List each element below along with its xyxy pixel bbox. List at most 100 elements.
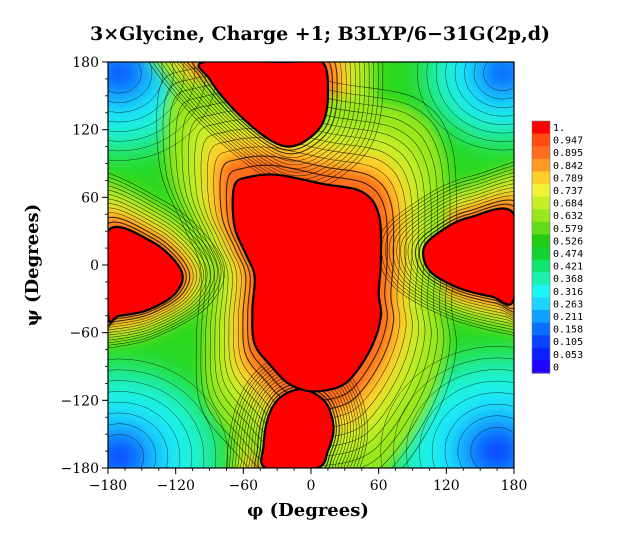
contour-line: [381, 165, 514, 333]
colorbar-label: 0.842: [553, 161, 583, 172]
contour-line: [108, 358, 229, 468]
colorbar-swatch: [532, 310, 550, 324]
colorbar-swatch: [532, 335, 550, 349]
x-tick-label: −120: [156, 478, 194, 494]
contour-line: [396, 179, 514, 324]
contour-line: [385, 168, 514, 331]
contour-line: [108, 62, 163, 113]
colorbar-swatch: [532, 347, 550, 361]
contour-line: [426, 62, 514, 142]
high-energy-region: [421, 207, 514, 306]
contour-line: [483, 62, 514, 91]
contour-line: [407, 191, 514, 318]
contour-line: [393, 357, 514, 468]
contour-line: [207, 137, 407, 429]
y-tick-label: −120: [61, 393, 99, 409]
x-axis: −180 −120 −60 0 60 120 180: [89, 468, 528, 494]
contour-line: [108, 189, 211, 338]
colorbar-label: 0.789: [553, 173, 583, 184]
colorbar-label: 0.474: [553, 249, 583, 260]
contour-line: [400, 183, 514, 322]
contour-line: [156, 63, 457, 468]
y-axis: 180 120 60 0 −60 −120 −180: [61, 55, 108, 477]
contour-line: [108, 185, 215, 341]
contour-line: [225, 164, 388, 402]
high-energy-region: [231, 173, 383, 393]
colorbar-label: 0.105: [553, 337, 583, 348]
chart-title: 3×Glycine, Charge +1; B3LYP/6−31G(2p,d): [90, 23, 550, 45]
contour-line: [108, 369, 217, 468]
high-energy-region: [108, 225, 184, 324]
contour-line: [377, 161, 514, 336]
colorbar-swatch: [532, 171, 550, 185]
contour-line: [392, 176, 514, 326]
colorbar-label: 0.632: [553, 211, 583, 222]
contour-line: [431, 392, 514, 468]
contour-line: [108, 207, 198, 329]
contour-line: [108, 391, 193, 468]
contour-line: [108, 203, 201, 331]
y-tick-label: 60: [81, 190, 99, 206]
contour-line: [160, 62, 370, 180]
contour-line: [108, 62, 153, 103]
contour-line: [457, 415, 514, 468]
x-tick-label: 0: [307, 478, 316, 494]
colorbar-label: 0.947: [553, 136, 583, 147]
colorbar-swatch: [532, 221, 550, 235]
contour-line: [219, 155, 395, 411]
contour-line: [108, 380, 205, 468]
contour-line: [169, 62, 361, 173]
contour-line: [473, 62, 514, 100]
contour-line: [179, 62, 347, 162]
contour-line: [108, 434, 145, 468]
colorbar-label: 0.368: [553, 274, 583, 285]
colorbar-swatch: [532, 121, 550, 135]
colorbar-label: 0.579: [553, 224, 583, 235]
contour-line: [213, 146, 401, 420]
contour-line: [181, 100, 432, 466]
contour-line: [108, 412, 169, 468]
colorbar-frame: [531, 120, 551, 374]
contour-line: [411, 195, 514, 316]
contour-line: [162, 73, 451, 468]
colorbar-label: 0.211: [553, 312, 583, 323]
x-axis-label: φ (Degrees): [247, 500, 369, 521]
contour-line: [152, 62, 379, 188]
y-tick-label: −180: [61, 461, 99, 477]
contour-line: [172, 62, 356, 169]
contour-line: [169, 82, 445, 468]
high-energy-region: [197, 62, 330, 148]
x-tick-label: 120: [433, 478, 460, 494]
colorbar-label: 0: [553, 362, 559, 373]
high-energy-region: [260, 387, 335, 468]
contour-line: [176, 62, 352, 166]
contour-line: [380, 346, 514, 468]
colorbar-label: 0.895: [553, 148, 583, 159]
colorbar-swatch: [532, 360, 550, 374]
x-tick-label: 180: [501, 478, 528, 494]
contour-line: [418, 203, 514, 310]
contour-line: [108, 221, 187, 327]
colorbar-label: 0.684: [553, 199, 583, 210]
contour-line: [108, 62, 142, 94]
y-tick-label: 120: [72, 123, 99, 139]
x-tick-label: −180: [89, 478, 127, 494]
contour-line: [464, 62, 514, 108]
colorbar-label: 0.421: [553, 262, 583, 273]
contour-line: [470, 427, 514, 468]
colorbar-label: 0.737: [553, 186, 583, 197]
contour-line: [435, 62, 514, 134]
colorbar-label: 0.526: [553, 236, 583, 247]
contour-line: [108, 216, 191, 328]
colorbar-swatch: [532, 272, 550, 286]
colorbar-swatch: [532, 184, 550, 198]
colorbar-swatch: [532, 196, 550, 210]
contour-line: [406, 369, 514, 468]
colorbar-swatch: [532, 158, 550, 172]
colorbar-swatch: [532, 322, 550, 336]
contour-line: [108, 423, 157, 468]
contour-line: [419, 380, 514, 468]
colorbar-label: 0.263: [553, 299, 583, 310]
